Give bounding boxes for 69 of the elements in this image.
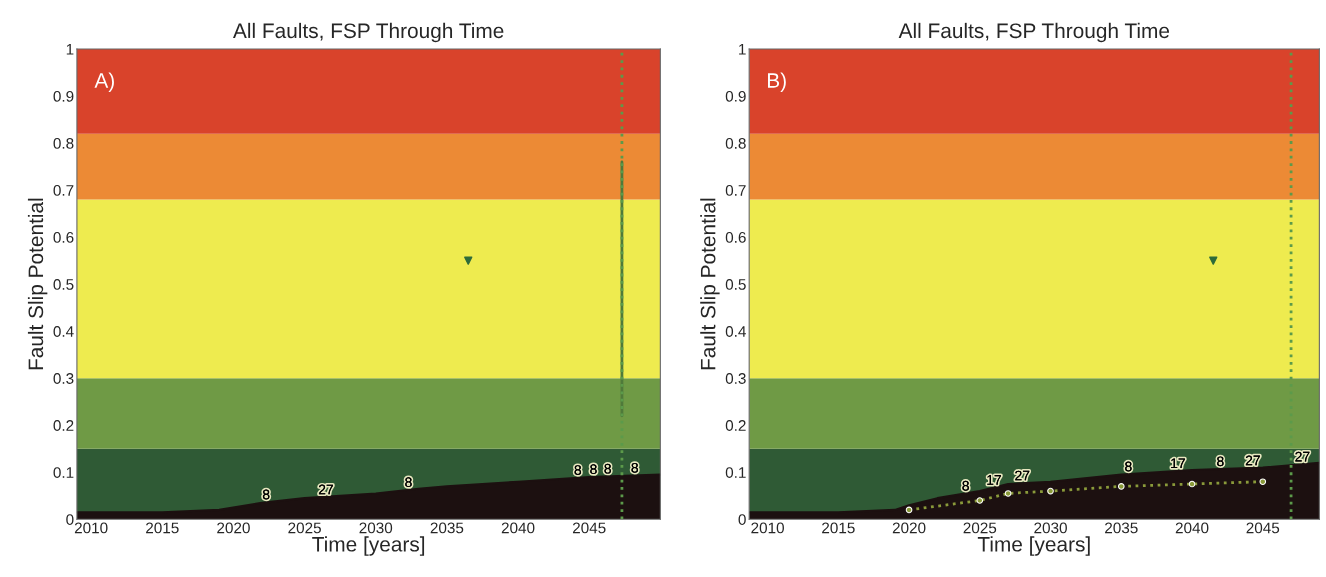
y-tick-label: 0.3: [725, 373, 746, 384]
annotation: 8: [962, 480, 969, 491]
x-tick-label: 2020: [892, 522, 926, 534]
y-tick-label: 0.9: [53, 90, 74, 102]
x-tick-label: 2015: [822, 522, 855, 534]
y-tick-label: 0.7: [53, 184, 74, 196]
annotation: 8: [604, 463, 611, 474]
annotation: 17: [987, 475, 1001, 485]
annotation: 27: [1015, 470, 1030, 481]
y-tick-label: 0.4: [53, 326, 74, 337]
chart-title: All Faults, FSP Through Time: [898, 22, 1170, 43]
point: [976, 497, 984, 504]
annotation: 8: [262, 489, 270, 500]
x-tick-label: 2045: [572, 522, 606, 534]
y-tick-label: 1: [739, 44, 746, 55]
y-tick-label: 0.1: [725, 467, 746, 478]
annotation: 8: [590, 464, 597, 475]
x-tick-label: 2045: [1246, 522, 1280, 534]
y-tick-label: 0.7: [725, 184, 746, 196]
y-tick-label: 0.3: [53, 373, 74, 384]
y-tick-label: 0.2: [725, 420, 746, 431]
annotation: B): [768, 72, 786, 92]
annotation: 17: [1171, 458, 1185, 468]
y-tick-label: 0.8: [53, 137, 74, 149]
point: [1004, 490, 1012, 497]
annotation: 8: [1125, 461, 1132, 472]
y-axis-title: Fault Slip Potential: [27, 198, 48, 370]
x-tick-label: 2010: [74, 522, 108, 534]
x-tick-label: 2025: [288, 522, 321, 534]
y-tick-label: 1: [66, 44, 74, 55]
y-tick-label: 0.1: [53, 467, 74, 478]
point: [1259, 478, 1267, 485]
point: [1188, 480, 1196, 488]
x-tick-label: 2025: [963, 522, 997, 534]
y-tick-label: 0.6: [53, 232, 74, 243]
annotation: 27: [318, 484, 333, 495]
annotation: 8: [574, 465, 582, 475]
x-tick-label: 2010: [751, 522, 784, 534]
y-tick-label: 0: [66, 514, 74, 525]
y-tick-label: 0.6: [725, 232, 746, 243]
point: [905, 506, 913, 514]
y-tick-label: 0.5: [53, 279, 74, 290]
y-axis-title: Fault Slip Potential: [700, 198, 720, 370]
chart-title: All Faults, FSP Through Time: [233, 22, 504, 43]
x-tick-label: 2035: [430, 522, 464, 534]
x-axis-title: Time [years]: [312, 536, 425, 556]
y-tick-label: 0.4: [725, 326, 746, 337]
y-tick-label: 0.8: [725, 137, 746, 149]
point: [1118, 483, 1125, 490]
annotation: 27: [1245, 455, 1260, 466]
y-tick-label: 0: [738, 514, 746, 525]
y-tick-label: 0.2: [53, 420, 74, 431]
point: [1209, 256, 1218, 265]
x-tick-label: 2015: [146, 522, 179, 534]
x-tick-label: 2040: [1175, 522, 1209, 534]
y-tick-label: 0.9: [725, 90, 746, 102]
annotation: 8: [631, 462, 638, 473]
x-tick-label: 2030: [1034, 522, 1067, 534]
point: [1047, 487, 1054, 495]
annotation: 27: [1295, 451, 1310, 462]
x-tick-label: 2040: [501, 522, 535, 534]
x-axis-title: Time [years]: [977, 536, 1090, 556]
y-tick-label: 0.5: [725, 279, 746, 290]
annotation: A): [94, 72, 114, 92]
x-tick-label: 2020: [217, 522, 250, 534]
annotation: 8: [1217, 456, 1224, 467]
x-tick-label: 2030: [359, 522, 393, 534]
annotation: 8: [405, 477, 412, 488]
x-tick-label: 2035: [1105, 522, 1138, 534]
